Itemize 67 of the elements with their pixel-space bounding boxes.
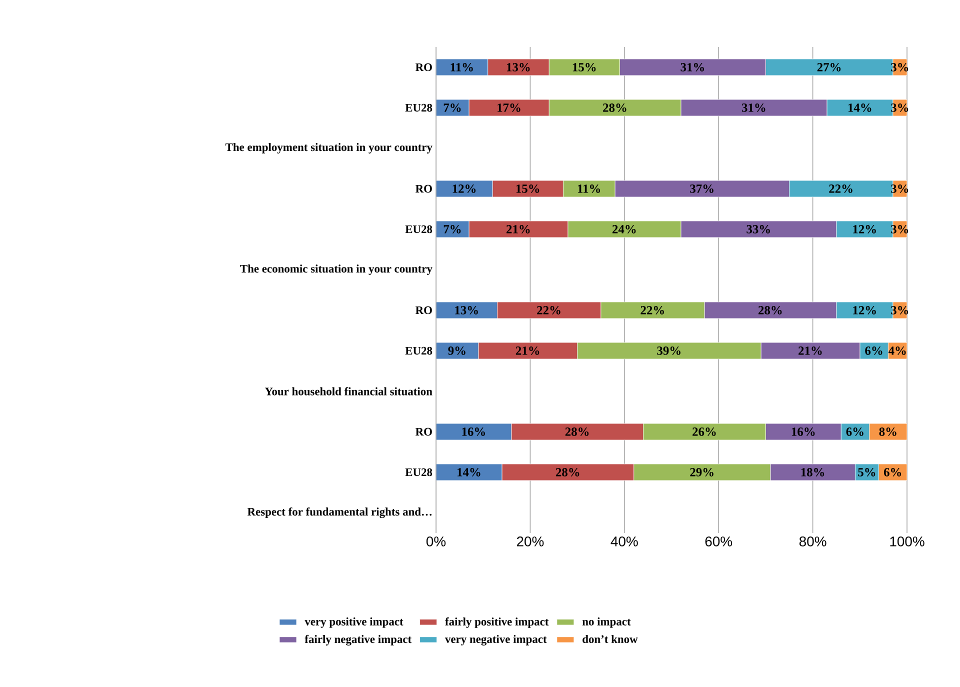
- legend-label: very positive impact: [304, 617, 404, 628]
- data-label: 12%: [853, 306, 876, 314]
- x-tick-label: 0%: [426, 536, 446, 546]
- data-label: 12%: [452, 184, 476, 193]
- data-label: 31%: [742, 104, 766, 112]
- data-label: 13%: [506, 63, 530, 72]
- data-label: 8%: [879, 428, 896, 436]
- legend-label: no impact: [582, 617, 631, 628]
- data-label: 22%: [829, 184, 852, 193]
- data-label: 21%: [798, 346, 822, 355]
- data-label: 39%: [657, 346, 680, 355]
- data-label: 28%: [603, 104, 626, 112]
- x-tick-label: 100%: [890, 536, 924, 546]
- y-tick-label: EU28: [405, 468, 432, 476]
- data-label: 14%: [848, 104, 872, 112]
- data-label: 6%: [884, 468, 902, 476]
- data-label: 14%: [458, 468, 480, 476]
- data-label: 13%: [455, 306, 478, 314]
- y-tick-label: EU28: [405, 225, 432, 234]
- data-label: 28%: [758, 306, 782, 314]
- legend-label: fairly positive impact: [445, 617, 549, 628]
- data-label: 15%: [572, 63, 596, 72]
- data-label: 12%: [853, 225, 876, 234]
- data-label: 28%: [565, 428, 589, 436]
- data-label: 15%: [516, 184, 540, 193]
- x-tick-label: 40%: [610, 536, 638, 546]
- data-label: 26%: [692, 428, 716, 436]
- y-tick-label: RO: [416, 63, 432, 72]
- data-label: 24%: [612, 225, 636, 234]
- data-label: 21%: [516, 346, 540, 355]
- data-label: 11%: [450, 63, 473, 72]
- y-tick-label: EU28: [405, 104, 432, 112]
- data-label: 18%: [801, 468, 824, 476]
- data-label: 6%: [846, 428, 864, 436]
- data-label: 22%: [537, 306, 560, 314]
- data-label: 22%: [640, 306, 664, 314]
- data-label: 21%: [506, 225, 530, 234]
- x-tick-label: 80%: [799, 536, 826, 546]
- data-label: 31%: [680, 63, 704, 72]
- data-label: 7%: [444, 225, 461, 234]
- y-tick-label: Respect for fundamental rights and…: [247, 507, 432, 518]
- legend-label: don’t know: [582, 634, 638, 644]
- y-tick-label: RO: [416, 428, 432, 436]
- data-label: 16%: [462, 428, 485, 436]
- data-label: 5%: [858, 468, 876, 476]
- data-label: 7%: [444, 104, 461, 112]
- data-label: 28%: [556, 468, 580, 476]
- data-label: 4%: [888, 346, 906, 355]
- data-label: 29%: [690, 468, 714, 476]
- y-tick-label: The employment situation in your country: [225, 143, 432, 154]
- data-label: 11%: [578, 184, 600, 193]
- data-label: 6%: [865, 346, 882, 355]
- x-tick-label: 60%: [705, 536, 732, 546]
- data-label: 33%: [746, 225, 770, 234]
- y-tick-label: The economic situation in your country: [240, 264, 432, 275]
- legend-label: fairly negative impact: [304, 634, 412, 646]
- data-label: 17%: [498, 104, 520, 112]
- data-label: 37%: [690, 184, 714, 193]
- y-tick-label: EU28: [405, 346, 432, 355]
- y-tick-label: Your household financial situation: [264, 387, 432, 396]
- data-label: 9%: [448, 346, 466, 355]
- y-tick-label: RO: [416, 184, 432, 193]
- x-tick-label: 20%: [516, 536, 544, 546]
- data-label: 16%: [792, 428, 815, 436]
- data-label: 27%: [817, 63, 841, 72]
- y-tick-label: RO: [416, 306, 432, 314]
- legend-label: very negative impact: [444, 634, 547, 646]
